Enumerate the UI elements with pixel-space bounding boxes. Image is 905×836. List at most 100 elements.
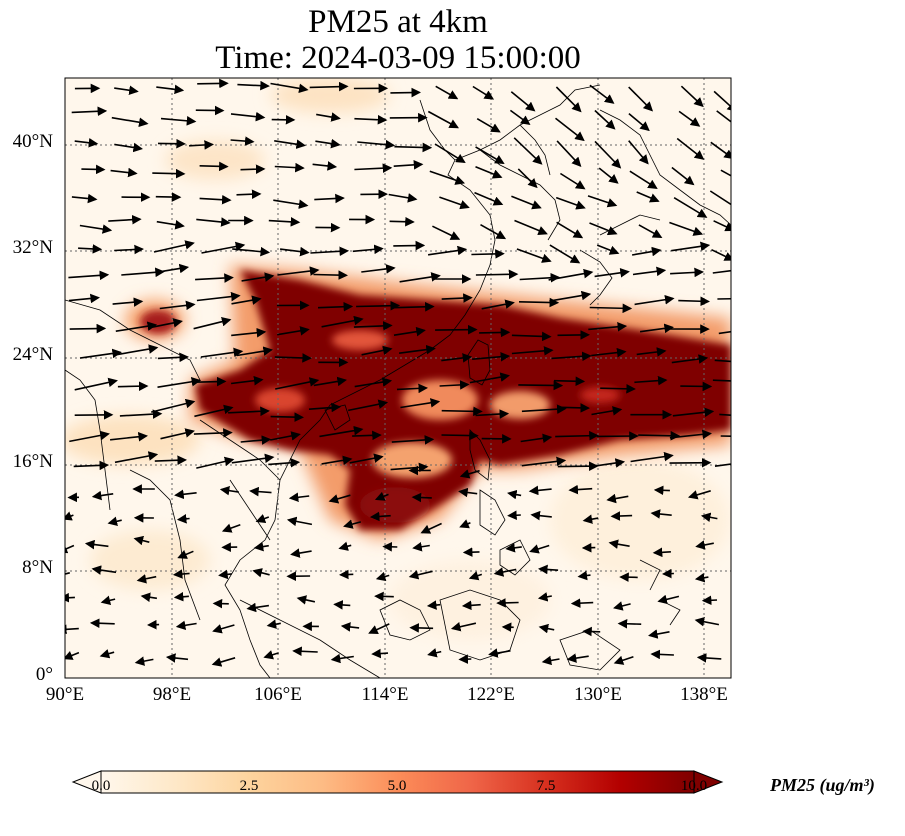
wind-arrow <box>368 623 390 635</box>
wind-arrow <box>290 548 312 558</box>
wind-arrow <box>231 375 264 386</box>
wind-arrow <box>613 601 631 611</box>
wind-arrow <box>316 112 341 122</box>
wind-arrow <box>671 241 711 252</box>
wind-arrow <box>409 623 434 633</box>
wind-arrow <box>352 430 382 441</box>
wind-arrow <box>653 485 670 496</box>
wind-arrow <box>714 463 731 467</box>
wind-arrow <box>720 435 731 437</box>
wind-arrow <box>153 240 195 253</box>
wind-arrow <box>195 376 227 387</box>
wind-arrow <box>628 112 650 132</box>
wind-arrow <box>328 494 351 504</box>
wind-arrow <box>91 565 117 575</box>
wind-arrow <box>157 377 202 388</box>
wind-arrow <box>114 85 139 96</box>
wind-arrow <box>712 379 731 382</box>
wind-arrow <box>389 216 415 227</box>
wind-arrow <box>551 351 592 362</box>
wind-arrow <box>160 428 195 440</box>
wind-arrow <box>361 345 393 356</box>
wind-arrow <box>65 572 70 575</box>
wind-arrow <box>151 318 183 328</box>
lat-tick-label: 16°N <box>12 451 53 472</box>
wind-arrow <box>65 651 80 660</box>
lon-tick-label: 98°E <box>152 684 192 705</box>
wind-arrow <box>319 425 364 438</box>
wind-arrow <box>230 136 255 146</box>
wind-arrow <box>348 399 389 412</box>
wind-arrow <box>263 650 279 660</box>
wind-arrow <box>408 570 433 580</box>
wind-arrow <box>710 141 731 160</box>
wind-arrow <box>555 117 585 142</box>
wind-arrow <box>555 430 599 441</box>
wind-arrow <box>274 353 312 363</box>
wind-arrow <box>356 300 401 311</box>
wind-arrow <box>107 516 122 526</box>
wind-arrow <box>701 595 718 606</box>
wind-arrow <box>310 246 350 257</box>
wind-arrow <box>219 485 239 496</box>
wind-arrow <box>420 522 442 534</box>
wind-arrow <box>354 114 388 125</box>
wind-arrow <box>496 598 519 608</box>
wind-arrow <box>517 168 538 189</box>
wind-arrow <box>354 377 393 388</box>
wind-arrow <box>177 549 194 559</box>
wind-arrow <box>511 331 552 342</box>
colorbar-gradient <box>101 771 694 793</box>
wind-arrow <box>514 219 548 236</box>
wind-arrow <box>459 519 471 529</box>
wind-arrow <box>110 431 148 442</box>
wind-arrow <box>479 327 511 338</box>
wind-arrow <box>270 412 304 422</box>
wind-arrow <box>594 458 626 468</box>
wind-arrow <box>396 383 428 394</box>
wind-arrow <box>596 244 620 255</box>
wind-arrow <box>240 435 272 445</box>
wind-arrow <box>594 140 622 169</box>
wind-arrow <box>671 354 709 364</box>
wind-arrow <box>314 193 345 204</box>
wind-arrow <box>628 86 654 112</box>
wind-arrow <box>634 294 675 306</box>
wind-arrow <box>200 347 244 358</box>
wind-arrow <box>694 572 709 583</box>
wind-arrow <box>556 221 584 239</box>
wind-arrow <box>270 82 309 94</box>
colorbar-tick-label: 7.5 <box>536 778 556 794</box>
wind-arrow <box>388 193 418 203</box>
wind-arrow <box>221 523 241 533</box>
wind-arrow <box>468 571 483 581</box>
lon-tick-label: 138°E <box>680 684 728 705</box>
wind-arrow <box>638 224 663 238</box>
wind-arrow <box>268 457 301 468</box>
wind-arrow <box>475 166 503 179</box>
wind-arrow <box>589 84 615 104</box>
wind-arrow <box>591 406 623 416</box>
wind-arrow <box>557 461 599 472</box>
wind-arrow <box>594 268 630 278</box>
wind-arrow <box>352 244 384 255</box>
wind-arrow <box>588 322 628 332</box>
wind-arrow <box>589 303 633 314</box>
haze-layer <box>65 78 730 640</box>
wind-arrow <box>570 598 594 608</box>
wind-arrow <box>160 116 197 126</box>
wind-arrow <box>117 381 149 391</box>
wind-arrow <box>475 146 505 165</box>
wind-arrow <box>598 167 619 184</box>
wind-arrow <box>255 514 270 524</box>
wind-arrow <box>115 321 158 332</box>
wind-arrow <box>441 430 479 441</box>
wind-arrow <box>308 402 341 413</box>
wind-arrow <box>530 510 552 521</box>
wind-arrow <box>189 140 214 150</box>
wind-arrow <box>511 346 554 356</box>
lat-tick-label: 8°N <box>22 557 53 578</box>
wind-arrow <box>441 406 483 417</box>
wind-arrow <box>432 225 461 240</box>
wind-arrow <box>68 270 110 281</box>
